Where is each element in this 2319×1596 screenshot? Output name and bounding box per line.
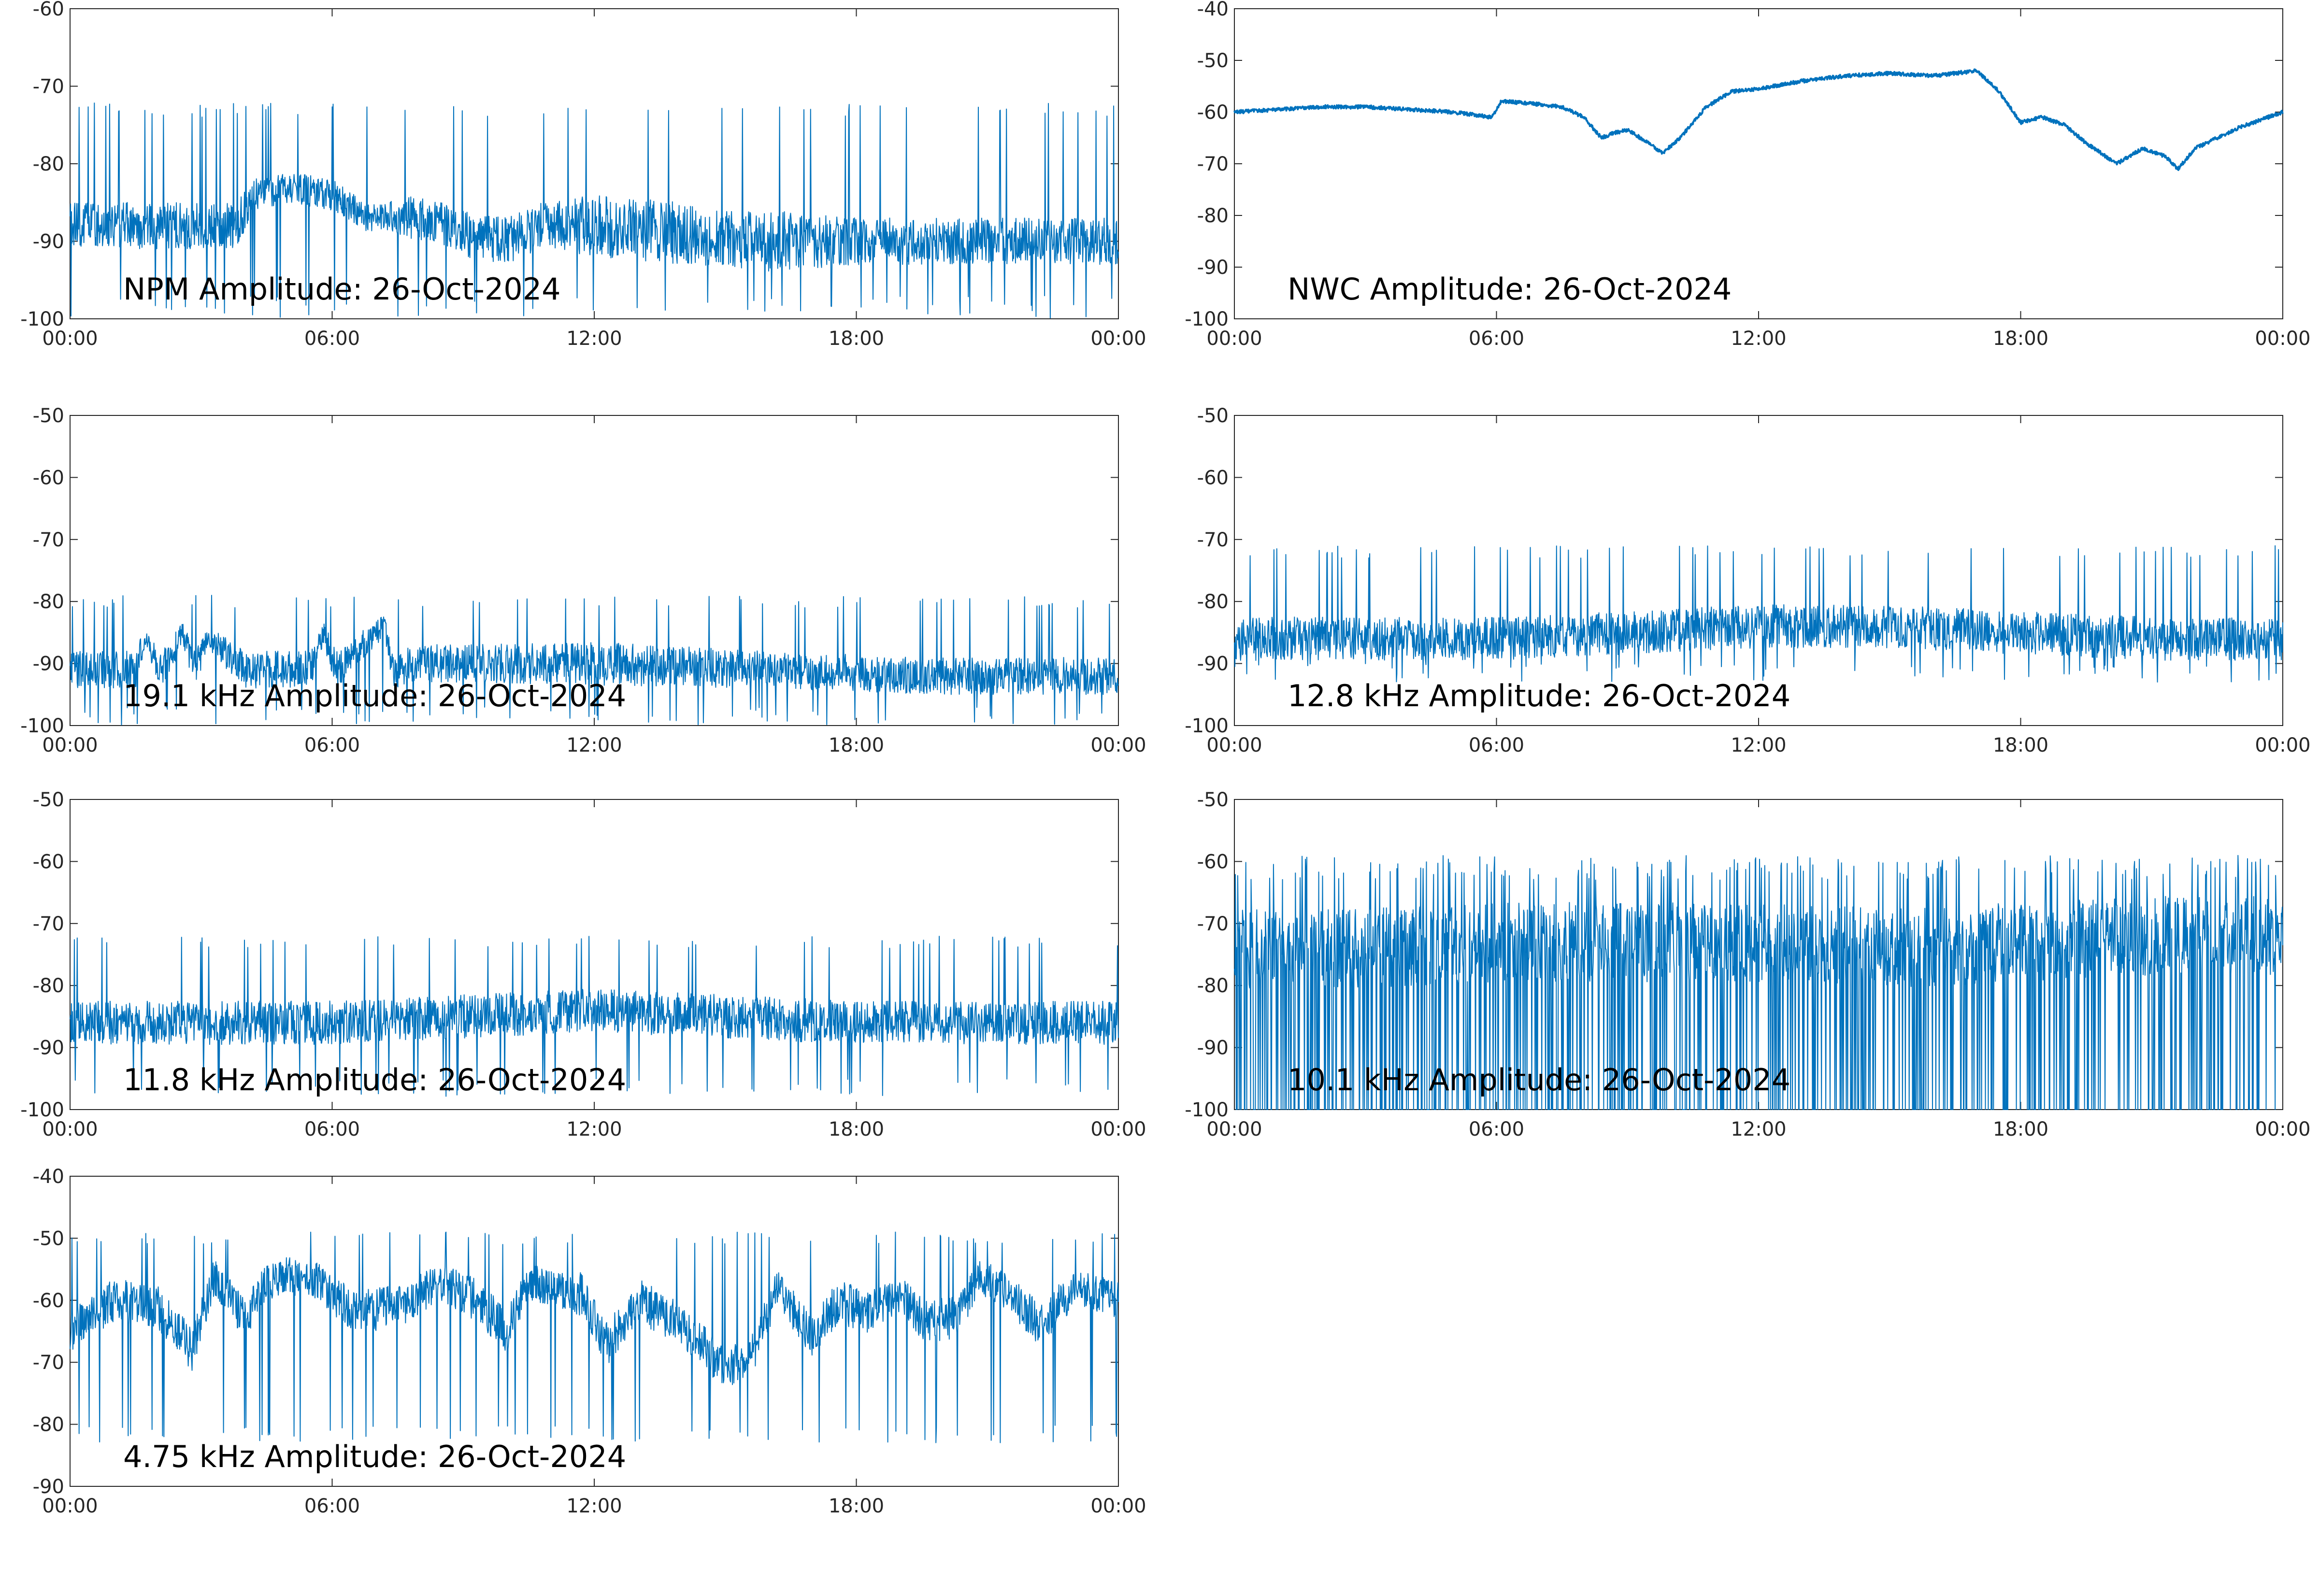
y-tick-label: -50 xyxy=(1197,789,1229,811)
x-tick-label: 12:00 xyxy=(566,1495,622,1517)
y-tick-label: -80 xyxy=(33,975,64,997)
x-tick-label: 12:00 xyxy=(566,1118,622,1140)
y-tick-label: -70 xyxy=(33,1352,64,1374)
y-tick-label: -60 xyxy=(33,0,64,20)
y-tick-label: -50 xyxy=(1197,405,1229,427)
x-tick-label: 00:00 xyxy=(42,328,98,350)
y-tick-label: -90 xyxy=(1197,1037,1229,1059)
y-tick-label: -60 xyxy=(1197,101,1229,124)
x-tick-label: 00:00 xyxy=(2255,1118,2310,1140)
x-tick-label: 00:00 xyxy=(42,1495,98,1517)
x-tick-label: 00:00 xyxy=(1206,734,1262,756)
y-tick-label: -80 xyxy=(33,153,64,175)
x-tick-label: 00:00 xyxy=(1090,1118,1146,1140)
x-tick-label: 00:00 xyxy=(2255,328,2310,350)
y-tick-label: -80 xyxy=(33,1414,64,1436)
x-tick-label: 18:00 xyxy=(1993,734,2048,756)
y-tick-label: -60 xyxy=(33,1290,64,1312)
x-tick-label: 12:00 xyxy=(1731,734,1786,756)
chart-panel-4: 00:00 06:00 12:00 18:00 00:00 -50 -60 -70 -80 -90… xyxy=(1185,405,2310,756)
x-tick-label: 06:00 xyxy=(304,1118,360,1140)
x-tick-label: 18:00 xyxy=(829,1495,884,1517)
x-tick-label: 06:00 xyxy=(1469,328,1524,350)
y-tick-label: -70 xyxy=(33,913,64,935)
y-tick-label: -100 xyxy=(1185,715,1229,737)
y-tick-label: -90 xyxy=(33,1476,64,1498)
x-tick-label: 00:00 xyxy=(42,734,98,756)
x-tick-label: 00:00 xyxy=(1206,328,1262,350)
y-tick-label: -40 xyxy=(33,1166,64,1188)
y-tick-label: -70 xyxy=(1197,529,1229,551)
y-tick-label: -90 xyxy=(33,231,64,253)
chart-panel-7: 00:00 06:00 12:00 18:00 00:00 -40 -50 -60 -70 -80… xyxy=(33,1166,1146,1517)
y-tick-label: -70 xyxy=(1197,913,1229,935)
series-line xyxy=(1233,68,2284,171)
x-tick-label: 18:00 xyxy=(829,734,884,756)
series-line xyxy=(1234,855,2283,1110)
chart-title: NPM Amplitude: 26-Oct-2024 xyxy=(123,271,561,307)
x-tick-label: 00:00 xyxy=(1090,328,1146,350)
chart-title: 4.75 kHz Amplitude: 26-Oct-2024 xyxy=(123,1439,626,1474)
y-tick-label: -90 xyxy=(33,1037,64,1059)
x-tick-label: 00:00 xyxy=(1206,1118,1262,1140)
y-tick-label: -70 xyxy=(33,529,64,551)
series-line xyxy=(70,102,1119,319)
y-tick-label: -80 xyxy=(1197,591,1229,613)
y-tick-label: -100 xyxy=(1185,308,1229,330)
y-tick-label: -60 xyxy=(1197,467,1229,489)
chart-title: 11.8 kHz Amplitude: 26-Oct-2024 xyxy=(123,1062,626,1097)
y-tick-label: -60 xyxy=(1197,851,1229,873)
x-tick-label: 00:00 xyxy=(1090,1495,1146,1517)
y-tick-label: -60 xyxy=(33,467,64,489)
chart-title: 10.1 kHz Amplitude: 26-Oct-2024 xyxy=(1288,1062,1790,1097)
y-tick-label: -90 xyxy=(33,653,64,675)
x-tick-label: 00:00 xyxy=(2255,734,2310,756)
series-line xyxy=(1234,545,2283,683)
y-tick-label: -50 xyxy=(33,789,64,811)
chart-panel-1: 00:00 06:00 12:00 18:00 00:00 -60 -70 -80 -90 -10… xyxy=(20,0,1146,350)
y-tick-label: -100 xyxy=(1185,1099,1229,1121)
chart-panel-2: 00:00 06:00 12:00 18:00 00:00 -40 -50 -60 -70 -80… xyxy=(1185,0,2310,350)
x-tick-label: 12:00 xyxy=(1731,1118,1786,1140)
y-tick-label: -50 xyxy=(33,1227,64,1250)
y-tick-label: -60 xyxy=(33,851,64,873)
y-tick-label: -100 xyxy=(20,308,64,330)
y-tick-label: -50 xyxy=(33,405,64,427)
y-tick-label: -90 xyxy=(1197,653,1229,675)
x-tick-label: 18:00 xyxy=(829,328,884,350)
series-line xyxy=(70,595,1119,726)
y-tick-label: -50 xyxy=(1197,50,1229,72)
x-tick-label: 06:00 xyxy=(304,1495,360,1517)
chart-title: 12.8 kHz Amplitude: 26-Oct-2024 xyxy=(1288,678,1790,713)
chart-title: NWC Amplitude: 26-Oct-2024 xyxy=(1288,271,1732,307)
chart-panel-5: 00:00 06:00 12:00 18:00 00:00 -50 -60 -70 -80 -90… xyxy=(20,789,1146,1140)
series-line xyxy=(70,936,1119,1097)
x-tick-label: 18:00 xyxy=(1993,328,2048,350)
x-tick-label: 00:00 xyxy=(42,1118,98,1140)
x-tick-label: 06:00 xyxy=(1469,1118,1524,1140)
x-tick-label: 12:00 xyxy=(566,328,622,350)
x-tick-label: 18:00 xyxy=(829,1118,884,1140)
x-tick-label: 18:00 xyxy=(1993,1118,2048,1140)
y-tick-label: -80 xyxy=(1197,205,1229,227)
chart-panel-3: 00:00 06:00 12:00 18:00 00:00 -50 -60 -70 -80 -90… xyxy=(20,405,1146,756)
x-tick-label: 06:00 xyxy=(304,328,360,350)
y-tick-label: -80 xyxy=(1197,975,1229,997)
y-tick-label: -70 xyxy=(1197,153,1229,175)
x-tick-label: 06:00 xyxy=(1469,734,1524,756)
y-tick-label: -40 xyxy=(1197,0,1229,20)
x-tick-label: 00:00 xyxy=(1090,734,1146,756)
y-tick-label: -100 xyxy=(20,1099,64,1121)
chart-panel-6: 00:00 06:00 12:00 18:00 00:00 -50 -60 -70 -80 -90… xyxy=(1185,789,2310,1140)
series-line xyxy=(70,1231,1119,1443)
y-tick-label: -100 xyxy=(20,715,64,737)
y-tick-label: -70 xyxy=(33,76,64,98)
y-tick-label: -90 xyxy=(1197,256,1229,279)
y-tick-label: -80 xyxy=(33,591,64,613)
x-tick-label: 12:00 xyxy=(1731,328,1786,350)
x-tick-label: 06:00 xyxy=(304,734,360,756)
chart-title: 19.1 kHz Amplitude: 26-Oct-2024 xyxy=(123,678,626,713)
x-tick-label: 12:00 xyxy=(566,734,622,756)
